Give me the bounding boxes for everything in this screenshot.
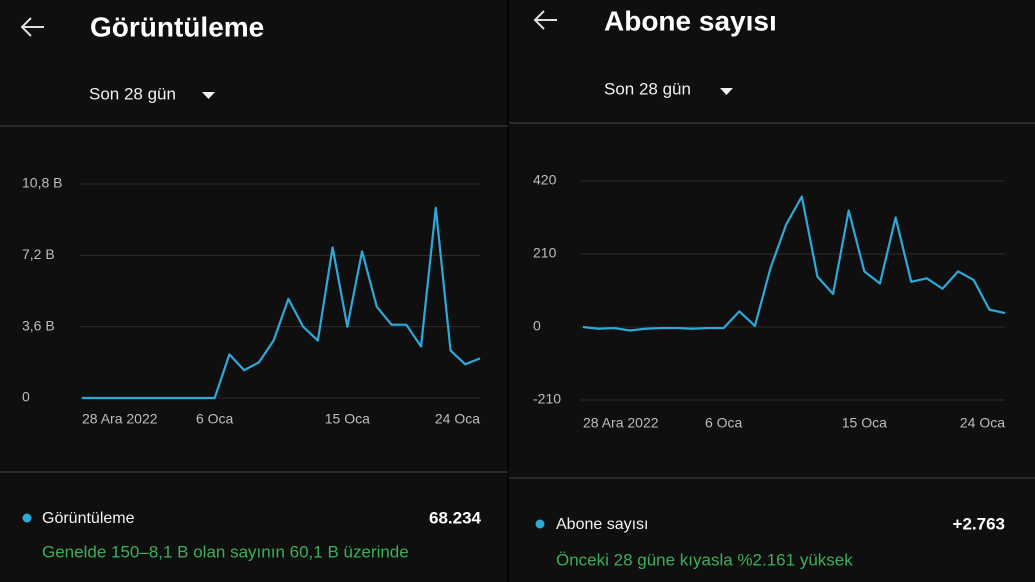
panel-title: Görüntüleme xyxy=(90,11,264,42)
period-selector[interactable]: Son 28 gün xyxy=(89,84,176,103)
dropdown-icon[interactable] xyxy=(720,88,733,95)
data-line xyxy=(82,206,481,400)
x-tick-label: 6 Oca xyxy=(705,415,743,431)
panel-title: Abone sayısı xyxy=(604,5,777,36)
y-tick-label: 7,2 B xyxy=(22,246,55,262)
comparison-note: Genelde 150–8,1 B olan sayının 60,1 B üz… xyxy=(42,542,409,561)
y-tick-label: 420 xyxy=(533,172,557,188)
legend-label: Abone sayısı xyxy=(556,516,649,533)
y-tick-label: -210 xyxy=(533,391,561,407)
period-selector[interactable]: Son 28 gün xyxy=(604,79,691,98)
legend-label: Görüntüleme xyxy=(42,510,135,527)
x-tick-label: 6 Oca xyxy=(196,411,234,427)
y-tick-label: 0 xyxy=(533,318,541,334)
total-value: +2.763 xyxy=(953,514,1005,533)
y-tick-label: 10,8 B xyxy=(22,175,62,191)
x-tick-label: 15 Oca xyxy=(325,411,370,427)
back-button[interactable] xyxy=(533,10,557,30)
x-tick-label: 28 Ara 2022 xyxy=(82,411,158,427)
y-tick-label: 3,6 B xyxy=(22,317,55,333)
total-value: 68.234 xyxy=(429,508,482,527)
comparison-note: Önceki 28 güne kıyasla %2.161 yüksek xyxy=(556,550,853,569)
legend-dot xyxy=(22,513,32,523)
dropdown-icon[interactable] xyxy=(202,92,215,99)
x-tick-label: 15 Oca xyxy=(842,415,887,431)
x-tick-label: 24 Oca xyxy=(960,415,1005,431)
back-button[interactable] xyxy=(20,17,44,37)
y-tick-label: 210 xyxy=(533,245,557,261)
panel-separator xyxy=(507,0,509,582)
x-tick-label: 24 Oca xyxy=(435,411,480,427)
legend-dot xyxy=(535,519,545,529)
data-line xyxy=(582,195,1006,332)
x-tick-label: 28 Ara 2022 xyxy=(583,415,659,431)
y-tick-label: 0 xyxy=(22,389,30,405)
